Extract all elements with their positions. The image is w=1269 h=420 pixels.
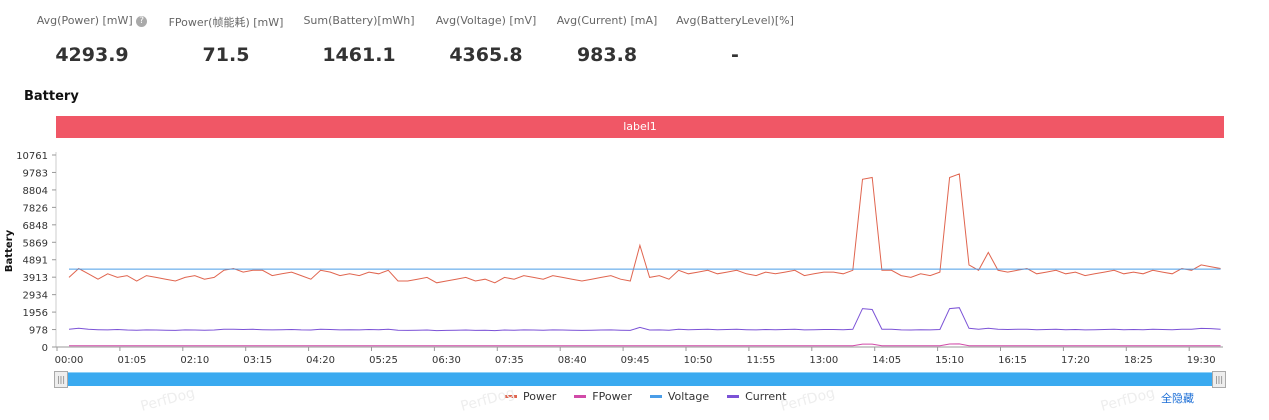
- x-tick-label: 15:10: [935, 355, 964, 366]
- stat-item: Avg(Current) [mA] 983.8: [537, 14, 677, 66]
- x-tick-label: 05:25: [369, 355, 398, 366]
- x-tick-label: 04:20: [306, 355, 335, 366]
- x-tick-label: 00:00: [55, 355, 84, 366]
- legend-item-current[interactable]: Current: [727, 390, 786, 403]
- legend-label: Voltage: [667, 390, 710, 403]
- legend-swatch: [727, 395, 740, 398]
- hide-all-button[interactable]: 全隐藏: [1161, 392, 1194, 405]
- stat-label: Avg(Power) [mW] ?: [22, 14, 162, 32]
- stat-label: Sum(Battery)[mWh]: [303, 14, 415, 27]
- x-tick-label: 09:45: [621, 355, 650, 366]
- x-tick-label: 14:05: [872, 355, 901, 366]
- stat-label: Avg(BatteryLevel)[%]: [676, 14, 794, 27]
- y-axis-label: Battery: [4, 229, 15, 272]
- stat-value: 71.5: [202, 44, 250, 66]
- legend-swatch: [649, 395, 662, 398]
- y-tick-label: 5869: [23, 238, 48, 249]
- x-tick-label: 18:25: [1124, 355, 1153, 366]
- legend-swatch: [574, 395, 587, 398]
- x-tick-label: 19:30: [1187, 355, 1216, 366]
- legend-swatch: [505, 395, 517, 398]
- y-tick-label: 2934: [23, 291, 48, 302]
- slider-right-handle[interactable]: |||: [1212, 371, 1226, 388]
- x-tick-label: 11:55: [746, 355, 775, 366]
- legend-label: FPower: [592, 390, 632, 403]
- stat-value: 4365.8: [449, 44, 523, 66]
- legend-item-voltage[interactable]: Voltage: [649, 390, 710, 403]
- x-tick-label: 08:40: [558, 355, 587, 366]
- x-tick-label: 03:15: [243, 355, 272, 366]
- zoom-slider[interactable]: ||| |||: [54, 371, 1226, 388]
- x-tick-label: 16:15: [998, 355, 1027, 366]
- series-line-fpower: [68, 343, 1221, 347]
- y-tick-label: 3913: [23, 273, 48, 284]
- watermark: PerfDog: [458, 385, 517, 415]
- x-tick-label: 01:05: [117, 355, 146, 366]
- stat-item: Sum(Battery)[mWh] 1461.1: [289, 14, 429, 66]
- series-line-current: [68, 307, 1221, 332]
- section-title: Battery: [24, 89, 79, 104]
- stat-item: FPower(帧能耗) [mW] 71.5: [156, 14, 296, 66]
- x-tick-label: 13:00: [809, 355, 838, 366]
- stat-item: Avg(Power) [mW] ? 4293.9: [22, 14, 162, 66]
- y-tick-label: 9783: [23, 168, 48, 179]
- legend-item-fpower[interactable]: FPower: [574, 390, 632, 403]
- stat-value: 983.8: [576, 44, 638, 66]
- x-tick-label: 06:30: [432, 355, 461, 366]
- y-tick-label: 6848: [23, 221, 48, 232]
- stat-label: Avg(Current) [mA]: [556, 14, 658, 27]
- x-tick-label: 02:10: [180, 355, 209, 366]
- stat-value: -: [731, 44, 739, 66]
- stat-item: Avg(BatteryLevel)[%] -: [665, 14, 805, 66]
- y-tick-label: 1956: [23, 308, 48, 319]
- x-tick-label: 07:35: [495, 355, 524, 366]
- series-line-power: [68, 173, 1221, 284]
- watermark: PerfDog: [778, 385, 837, 415]
- help-icon[interactable]: ?: [136, 16, 148, 27]
- y-tick-label: 0: [42, 343, 48, 354]
- stat-value: 4293.9: [55, 44, 129, 66]
- stat-label: FPower(帧能耗) [mW]: [168, 16, 284, 29]
- label-bar[interactable]: label1: [56, 116, 1224, 138]
- y-tick-label: 978: [29, 326, 48, 337]
- stat-item: Avg(Voltage) [mV] 4365.8: [416, 14, 556, 66]
- legend-label: Power: [523, 390, 557, 403]
- x-tick-label: 17:20: [1061, 355, 1090, 366]
- y-tick-label: 10761: [16, 151, 48, 162]
- slider-left-handle[interactable]: |||: [54, 371, 68, 388]
- legend-item-power[interactable]: Power: [505, 390, 556, 403]
- x-tick-label: 10:50: [684, 355, 713, 366]
- y-tick-label: 4891: [23, 256, 48, 267]
- y-tick-label: 7826: [23, 203, 48, 214]
- legend-label: Current: [745, 390, 787, 403]
- stat-label: Avg(Voltage) [mV]: [435, 14, 537, 27]
- legend: Power FPower Voltage Current: [505, 390, 786, 403]
- watermark: PerfDog: [138, 385, 197, 415]
- y-tick-label: 8804: [23, 186, 48, 197]
- stat-value: 1461.1: [322, 44, 396, 66]
- battery-chart: 0 978 1956 2934 3913 4891 5869 6848 7826 8804 9783…: [4, 151, 1223, 366]
- watermark: PerfDog: [1098, 385, 1157, 415]
